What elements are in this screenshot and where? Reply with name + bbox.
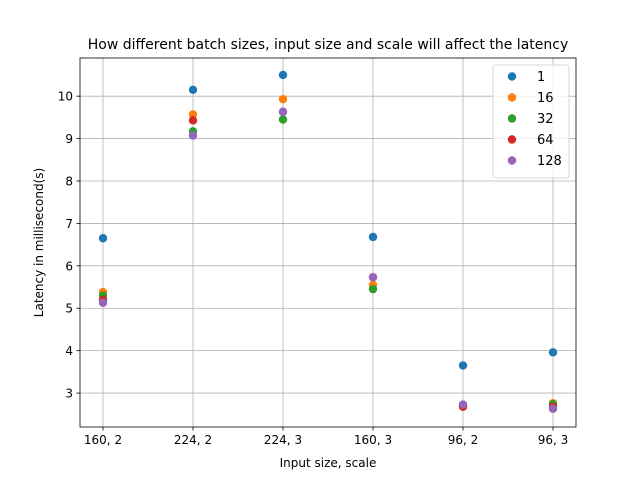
legend-marker [507,156,517,165]
data-point [278,94,288,104]
legend-marker [507,93,517,102]
data-point [188,110,198,119]
legend-marker [507,135,517,144]
data-point [188,131,198,140]
y-tick-label: 10 [58,90,73,104]
legend-label: 64 [537,133,554,148]
x-tick-label: 224, 2 [174,433,212,447]
y-axis-label: Latency in millisecond(s) [32,168,46,317]
data-point [368,273,378,282]
data-point [278,70,288,80]
data-point [188,116,198,125]
x-tick-label: 160, 2 [84,433,122,447]
y-tick-label: 9 [65,132,73,146]
data-point [278,115,288,124]
legend-box [492,64,570,179]
y-tick-label: 8 [65,175,73,189]
y-tick-label: 3 [65,387,73,401]
data-point [98,298,108,307]
x-tick-label: 96, 3 [538,433,569,447]
axes: 160, 2 224, 2 224, 3 160, 3 96, 2 96, 3 3 4 5 6 7 8… [58,90,569,447]
data-point [458,400,468,409]
data-points [98,70,558,413]
legend-label: 1 [537,70,545,85]
y-tick-label: 4 [65,344,73,358]
data-point [548,348,558,357]
data-point [368,284,378,294]
y-tick-label: 5 [65,302,73,316]
x-axis-label: Input size, scale [280,456,377,470]
legend-marker [507,72,517,81]
data-point [278,107,288,117]
legend-label: 128 [537,154,562,169]
data-point [188,85,198,95]
plot-frame [79,57,577,428]
data-point [368,232,378,242]
chart-title: How different batch sizes, input size an… [88,37,568,53]
legend-label: 32 [537,112,554,127]
y-tick-label: 6 [65,259,73,273]
data-point [458,361,468,370]
legend-label: 16 [537,91,554,106]
x-tick-label: 96, 2 [448,433,479,447]
x-tick-label: 160, 3 [354,433,392,447]
legend-marker [507,114,517,123]
y-tick-label: 7 [65,217,73,231]
data-point [548,404,558,413]
legend: 1 16 32 64 128 [492,64,570,179]
data-point [98,234,108,243]
x-tick-label: 224, 3 [264,433,302,447]
